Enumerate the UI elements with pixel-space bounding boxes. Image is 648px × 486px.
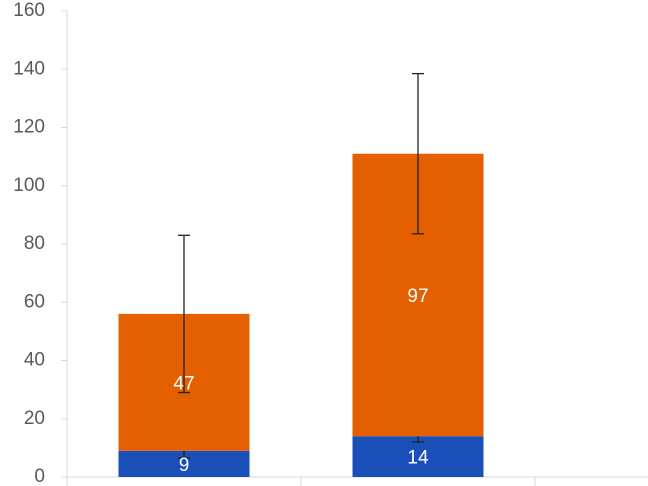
y-tick-label: 160 [13, 0, 45, 21]
data-label: 9 [179, 455, 190, 476]
y-tick-label: 40 [24, 350, 45, 371]
y-tick-label: 20 [24, 408, 45, 429]
y-tick-label: 100 [13, 175, 45, 196]
y-tick-label: 60 [24, 291, 45, 312]
data-label: 14 [407, 448, 429, 469]
bar-segment [352, 436, 484, 477]
y-tick-label: 80 [24, 233, 45, 254]
data-label: 47 [173, 373, 194, 394]
y-tick-label: 0 [34, 466, 45, 486]
y-tick-label: 140 [13, 58, 45, 79]
data-label: 97 [407, 286, 428, 307]
y-tick-label: 120 [13, 117, 45, 138]
